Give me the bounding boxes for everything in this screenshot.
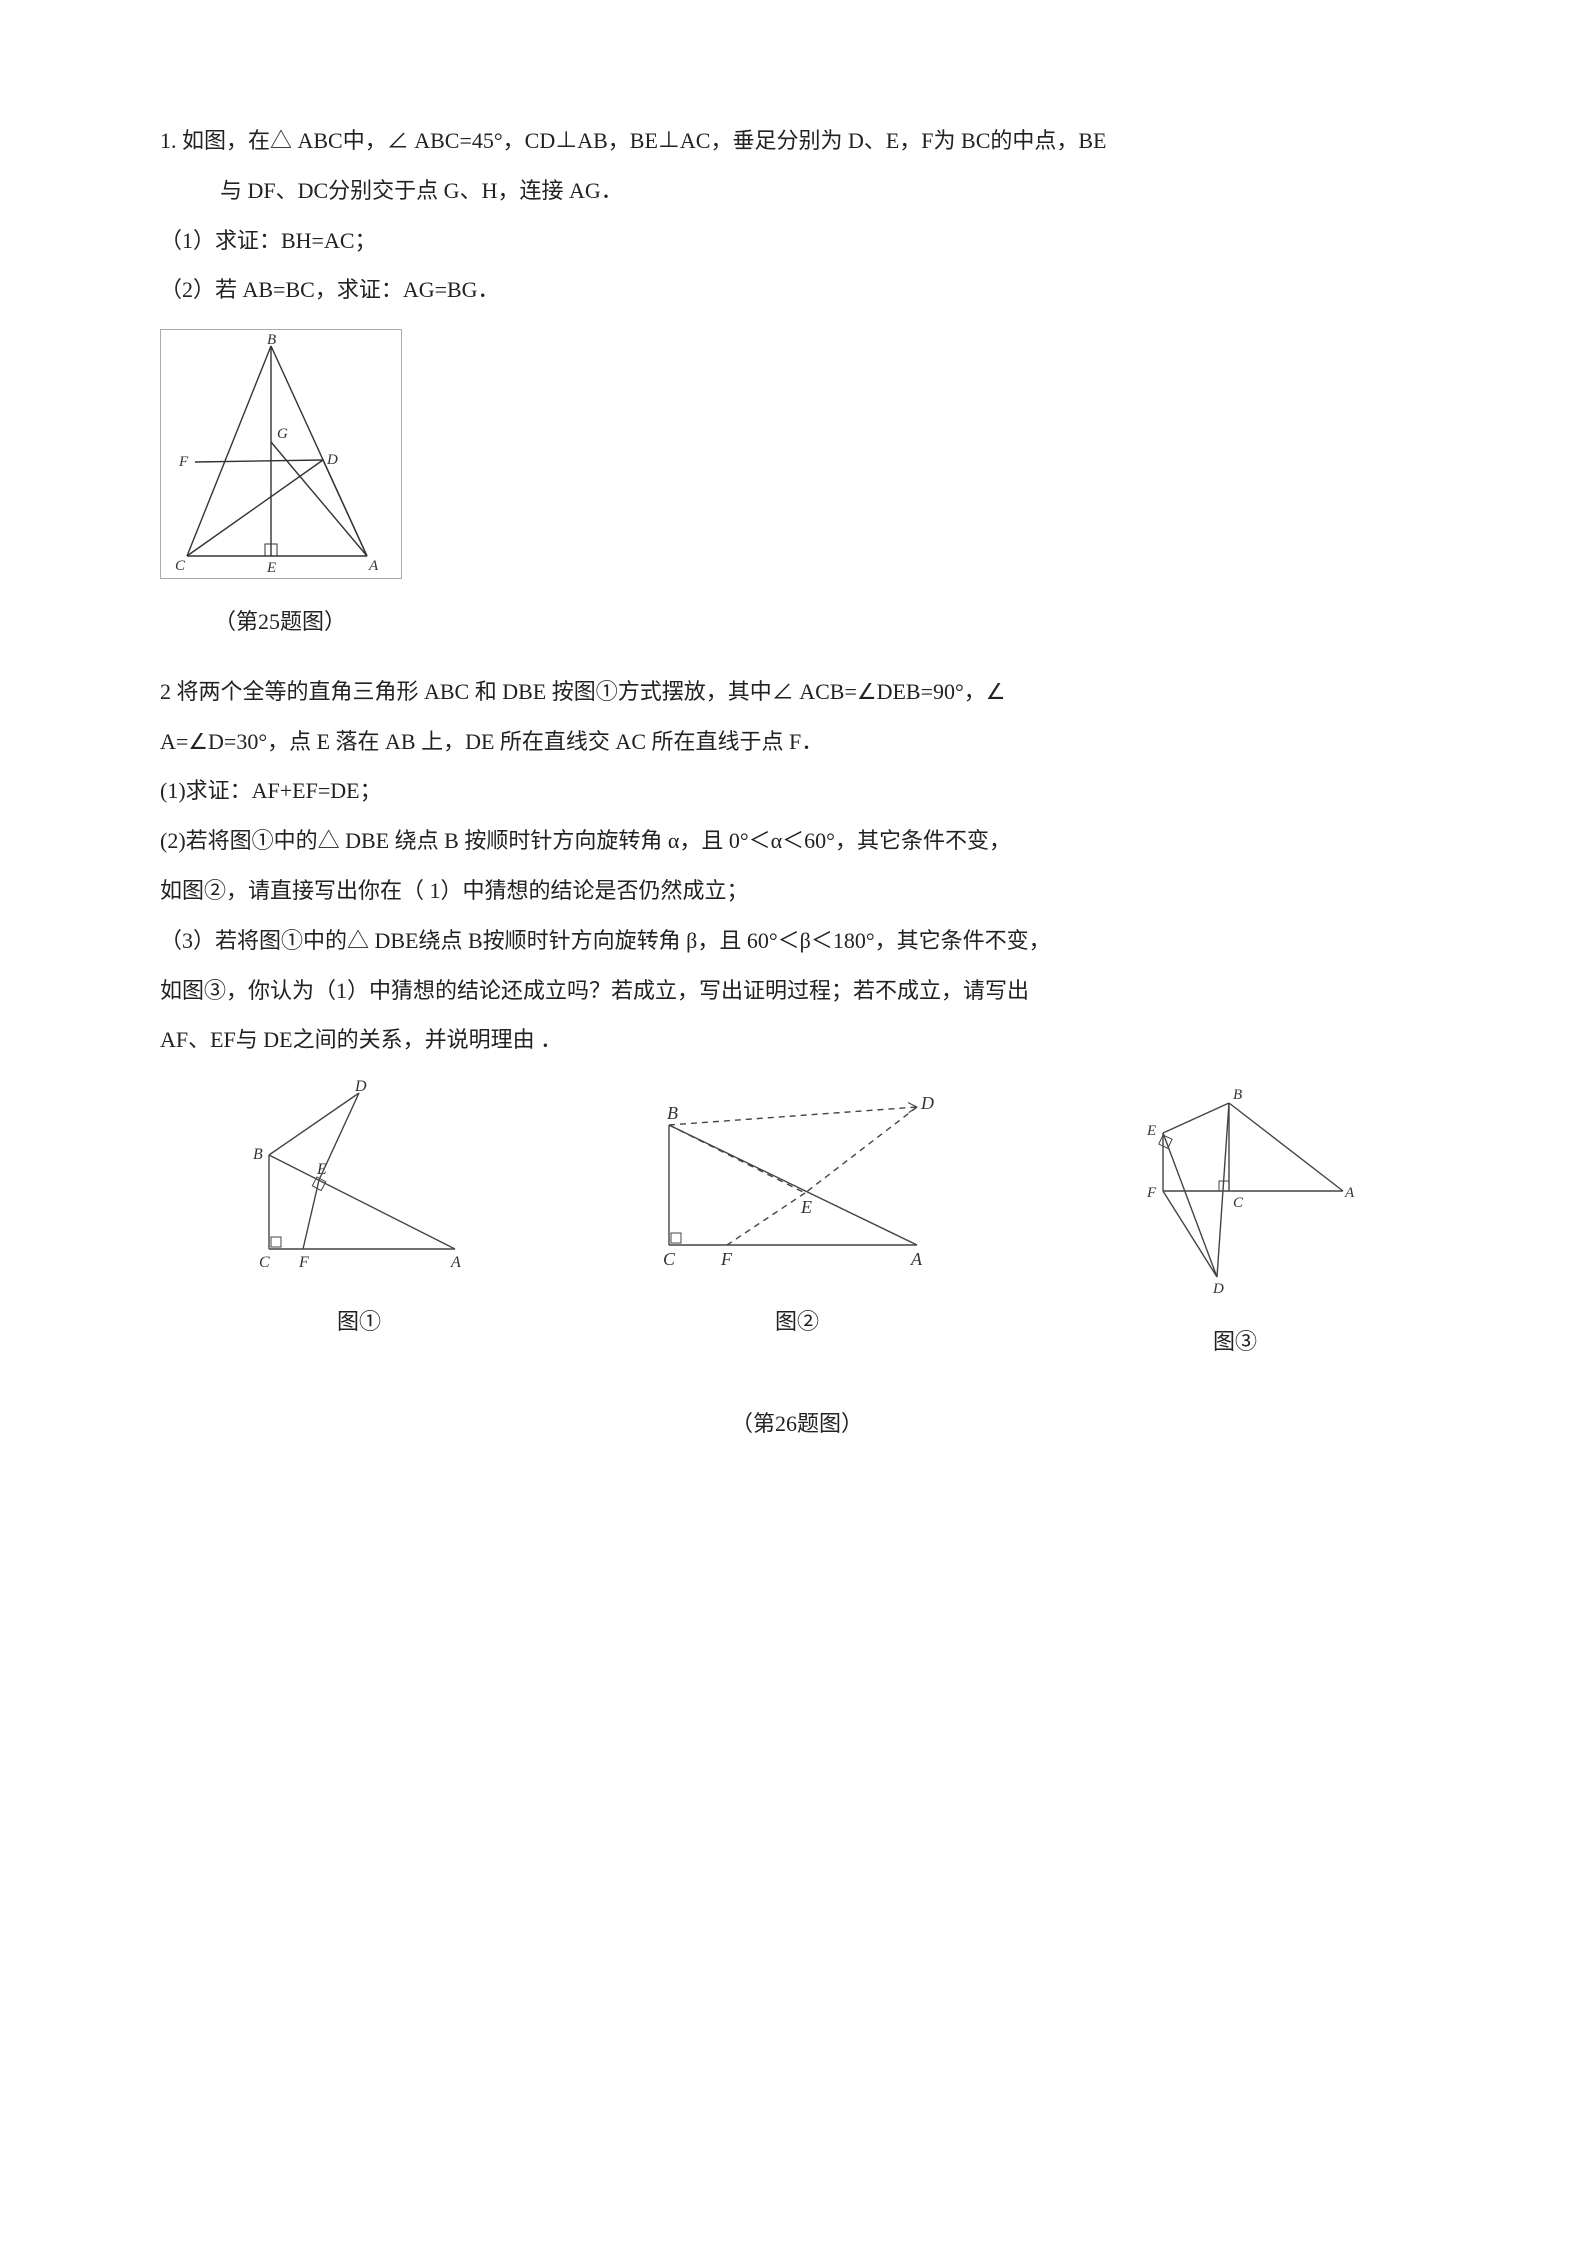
figure-26-1-caption: 图① <box>160 1301 558 1343</box>
figure-26-2-caption: 图② <box>598 1301 996 1343</box>
figure-26-1-svg: C F A B D E <box>229 1079 489 1279</box>
svg-text:D: D <box>1212 1281 1224 1297</box>
svg-text:B: B <box>253 1146 263 1163</box>
figure-25-caption: （第25题图） <box>160 601 400 643</box>
svg-text:A: A <box>910 1249 923 1269</box>
p1-figure-box: B C A E F D G （第25题图） <box>160 329 1434 643</box>
p2-line2: A=∠D=30°，点 E 落在 AB 上，DE 所在直线交 AC 所在直线于点 … <box>160 721 1434 763</box>
p2-q3a: （3）若将图①中的△ DBE绕点 B按顺时针方向旋转角 β，且 60°＜β＜18… <box>160 920 1434 962</box>
p2-q2b: 如图②，请直接写出你在（ 1）中猜想的结论是否仍然成立； <box>160 870 1434 912</box>
svg-text:F: F <box>1146 1185 1157 1201</box>
svg-text:F: F <box>720 1249 733 1269</box>
svg-text:A: A <box>1344 1185 1355 1201</box>
svg-text:A: A <box>368 558 379 574</box>
figure-26-caption: （第26题图） <box>160 1403 1434 1445</box>
svg-text:F: F <box>178 454 189 470</box>
p2-line1: 2 将两个全等的直角三角形 ABC 和 DBE 按图①方式摆放，其中∠ ACB=… <box>160 671 1434 713</box>
p2-fig1-col: C F A B D E 图① <box>160 1079 558 1363</box>
figure-26-2-svg: C F A B D E <box>637 1079 957 1279</box>
svg-text:C: C <box>1233 1195 1244 1211</box>
p2-q3b: 如图③，你认为（1）中猜想的结论还成立吗？若成立，写出证明过程；若不成立，请写出 <box>160 970 1434 1012</box>
svg-text:C: C <box>663 1249 676 1269</box>
p2-q2a: (2)若将图①中的△ DBE 绕点 B 按顺时针方向旋转角 α，且 0°＜α＜6… <box>160 820 1434 862</box>
figure-26-3-svg: B A C E F D <box>1105 1079 1365 1299</box>
figure-25-svg: B C A E F D G <box>160 329 402 579</box>
p2-q1: (1)求证：AF+EF=DE； <box>160 770 1434 812</box>
svg-text:A: A <box>450 1254 461 1271</box>
p2-q3c: AF、EF与 DE之间的关系，并说明理由 ． <box>160 1019 1434 1061</box>
svg-text:B: B <box>1233 1087 1242 1103</box>
p1-line2: 与 DF、DC分别交于点 G、H，连接 AG． <box>160 170 1434 212</box>
p1-line1: 1. 如图，在△ ABC中，∠ ABC=45°，CD⊥AB，BE⊥AC，垂足分别… <box>160 120 1434 162</box>
svg-text:F: F <box>298 1254 309 1271</box>
p2-fig3-col: B A C E F D 图③ <box>1036 1079 1434 1363</box>
svg-text:E: E <box>800 1197 812 1217</box>
svg-text:B: B <box>267 332 276 348</box>
svg-text:D: D <box>920 1093 934 1113</box>
svg-text:G: G <box>277 426 288 442</box>
svg-text:E: E <box>266 560 276 576</box>
figure-26-3-caption: 图③ <box>1036 1321 1434 1363</box>
svg-text:B: B <box>667 1103 678 1123</box>
svg-text:E: E <box>1146 1123 1156 1139</box>
svg-text:D: D <box>326 452 338 468</box>
svg-text:E: E <box>316 1161 327 1178</box>
p2-fig2-col: C F A B D E 图② <box>598 1079 996 1363</box>
p1-q2: （2）若 AB=BC，求证：AG=BG． <box>160 269 1434 311</box>
svg-text:C: C <box>259 1254 270 1271</box>
p2-figures-row: C F A B D E 图① C F A B D E 图② B A C E F D 图③ <box>160 1079 1434 1363</box>
svg-text:D: D <box>354 1079 367 1095</box>
p1-q1: （1）求证：BH=AC； <box>160 220 1434 262</box>
svg-text:C: C <box>175 558 186 574</box>
